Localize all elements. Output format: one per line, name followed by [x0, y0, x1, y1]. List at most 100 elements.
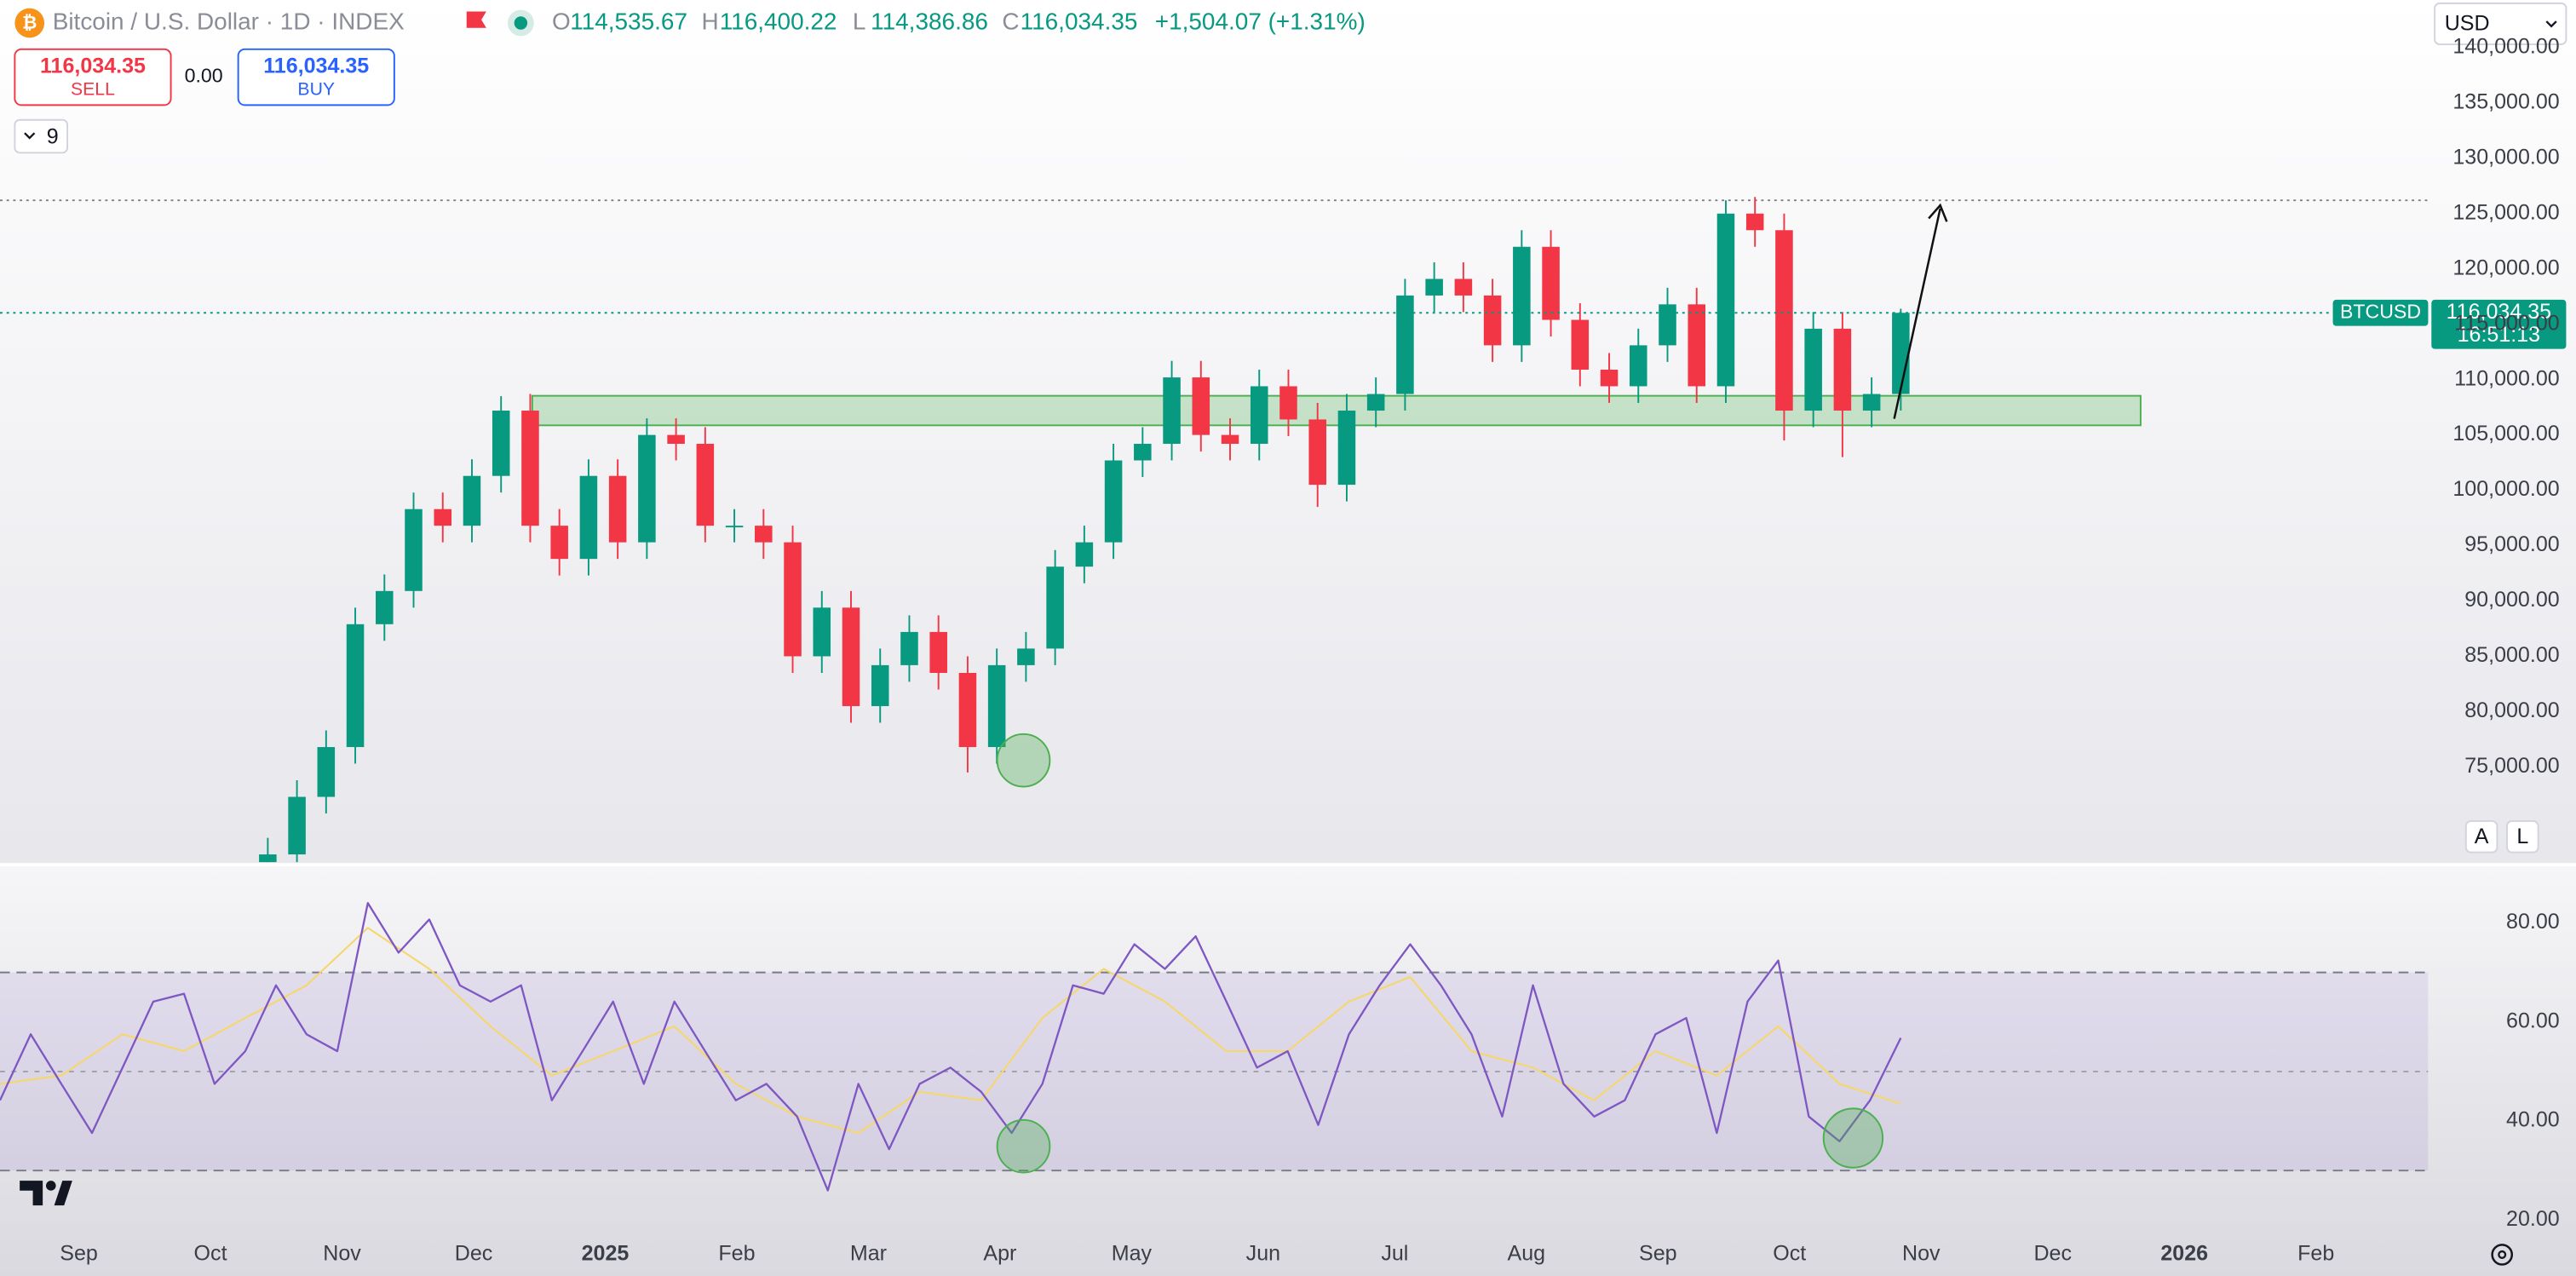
settings-icon[interactable] — [2491, 1244, 2514, 1266]
circle-annotation — [996, 1118, 1051, 1174]
scale-button-label: L — [2516, 825, 2528, 848]
candle-body — [259, 854, 277, 863]
candle-body — [1308, 419, 1326, 486]
rsi-band — [0, 972, 2429, 1171]
ohlc-value: 116,034.35 — [1021, 8, 1138, 34]
candle-body — [579, 475, 598, 560]
candle-body — [492, 411, 510, 476]
candle-body — [813, 607, 831, 657]
currency-select[interactable] — [2434, 2, 2567, 46]
candle-body — [405, 509, 423, 591]
flag-icon[interactable] — [466, 11, 486, 28]
candle-body — [1542, 246, 1560, 320]
log-scale-button[interactable] — [2506, 820, 2539, 854]
price-tag — [2431, 299, 2567, 349]
candle-body — [1600, 369, 1619, 387]
candle-body — [608, 475, 627, 543]
x-tick-label: Aug — [1508, 1242, 1546, 1266]
x-tick-label: Jul — [1381, 1242, 1408, 1266]
candle-body — [900, 631, 918, 665]
sell-button[interactable] — [14, 48, 172, 106]
x-tick-label: Feb — [2297, 1242, 2334, 1266]
x-tick-label: 2025 — [582, 1242, 630, 1266]
candle-body — [1250, 386, 1268, 445]
candle-body — [1075, 542, 1094, 567]
ohlc-key: C — [1002, 8, 1019, 34]
ohlc-key: H — [702, 8, 719, 34]
x-tick-label: 2026 — [2160, 1242, 2208, 1266]
indicator-toggle[interactable] — [14, 118, 69, 154]
x-tick-label: Oct — [194, 1242, 227, 1266]
price-tag-countdown: 16:51:13 — [2458, 323, 2541, 347]
ohlc-value: 116,400.22 — [720, 8, 837, 34]
price-tag-value: 116,034.35 — [2447, 300, 2552, 324]
status-dot — [514, 16, 528, 30]
candle-body — [667, 434, 685, 445]
candle-body — [1688, 304, 1706, 387]
y-tick-label: 115,000.00 — [2454, 311, 2560, 335]
spread: 0.00 — [185, 65, 223, 87]
support-zone — [531, 394, 2142, 427]
candle-body — [1192, 377, 1210, 435]
indicator-count: 9 — [47, 125, 59, 149]
candle-body — [1862, 394, 1881, 411]
y-tick-label: 110,000.00 — [2454, 366, 2560, 390]
symbol-tag — [2332, 299, 2429, 326]
candle-body — [1279, 386, 1297, 420]
candle-body — [550, 526, 568, 560]
x-tick-label: Dec — [2033, 1242, 2072, 1266]
chevron-icon — [24, 132, 36, 140]
candle-body — [1134, 444, 1152, 461]
x-tick-label: Oct — [1773, 1242, 1806, 1266]
rsi-plot — [0, 902, 2429, 1192]
x-tick-label: Apr — [983, 1242, 1016, 1266]
x-tick-label: Mar — [850, 1242, 887, 1266]
auto-scale-button[interactable] — [2464, 820, 2498, 854]
ohlc-key: O — [552, 8, 571, 34]
x-tick-label: Feb — [718, 1242, 755, 1266]
y-tick-label: 90,000.00 — [2464, 588, 2559, 612]
candle-body — [317, 747, 336, 797]
candle-body — [842, 607, 860, 706]
arrow-head — [1928, 203, 1948, 222]
y-tick-label: 135,000.00 — [2452, 89, 2559, 113]
candle-body — [696, 444, 715, 526]
scale-button-label: A — [2475, 825, 2489, 848]
price-plot — [0, 197, 2429, 863]
tradingview-logo — [20, 1181, 72, 1206]
candle-body — [1425, 279, 1443, 296]
candle-body — [1833, 328, 1852, 411]
rsi-tick-label: 40.00 — [2506, 1108, 2560, 1132]
change: +1,504.07 (+1.31%) — [1155, 8, 1366, 34]
candle-body — [1775, 230, 1793, 411]
candle-body — [1745, 213, 1764, 231]
y-tick-label: 105,000.00 — [2452, 422, 2559, 445]
chevron-icon — [2545, 20, 2557, 28]
ohlc-value: 114,386.86 — [871, 8, 988, 34]
circle-annotation — [996, 733, 1051, 788]
x-tick-label: Sep — [60, 1242, 98, 1266]
candle-body — [463, 475, 481, 526]
candle-body — [1716, 213, 1735, 387]
candle-body — [1104, 460, 1123, 543]
x-tick-label: Dec — [455, 1242, 493, 1266]
sell-price: 116,034.35 — [40, 55, 146, 78]
y-tick-label: 95,000.00 — [2464, 532, 2559, 556]
rsi-tick-label: 60.00 — [2506, 1009, 2560, 1032]
candle-body — [1163, 377, 1181, 445]
buy-button[interactable] — [237, 48, 395, 106]
bitcoin-icon — [14, 8, 45, 38]
candle-body — [638, 434, 656, 543]
circle-annotation — [1822, 1107, 1884, 1169]
candle-body — [1804, 328, 1822, 411]
candle-body — [725, 526, 744, 528]
symbol-tag-label: BTCUSD — [2340, 300, 2421, 322]
candle-body — [958, 672, 977, 748]
currency: USD — [2445, 12, 2490, 36]
candle-body — [1046, 566, 1064, 649]
y-tick-label: 140,000.00 — [2452, 34, 2559, 58]
x-tick-label: Nov — [323, 1242, 361, 1266]
